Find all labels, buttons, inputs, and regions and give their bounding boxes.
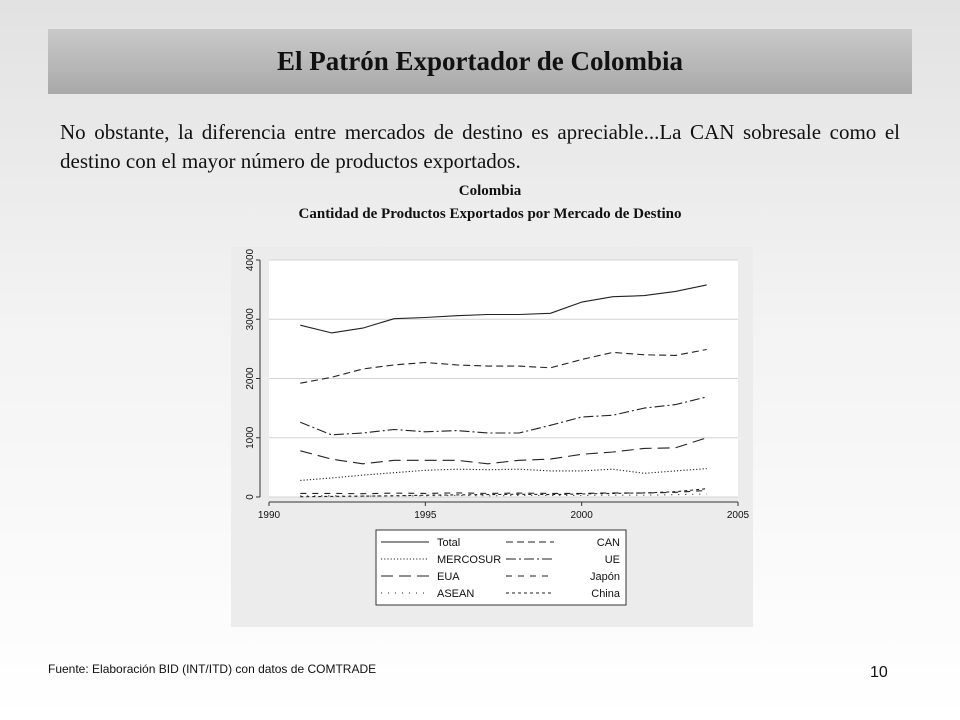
slide-title-bar: El Patrón Exportador de Colombia bbox=[48, 29, 912, 94]
x-tick-label: 2005 bbox=[727, 510, 750, 521]
series-line-2 bbox=[300, 468, 707, 481]
slide-title: El Patrón Exportador de Colombia bbox=[276, 46, 683, 76]
y-tick-label: 2000 bbox=[245, 367, 256, 390]
legend-label-7: China bbox=[591, 588, 621, 600]
series-line-0 bbox=[300, 284, 707, 334]
legend-label-0: Total bbox=[437, 537, 460, 549]
line-chart: 0 1000 2000 3000 4000 1990 1995 2000 2005 Total CA… bbox=[245, 248, 750, 606]
source-note: Fuente: Elaboración BID (INT/ITD) con da… bbox=[48, 662, 377, 676]
legend-label-1: CAN bbox=[597, 537, 620, 549]
series-line-3 bbox=[300, 396, 707, 436]
chart-legend bbox=[375, 529, 627, 606]
series-line-6 bbox=[300, 493, 707, 497]
page-number: 10 bbox=[870, 664, 888, 681]
y-tick-label: 3000 bbox=[245, 308, 256, 331]
chart-subtitle: Cantidad de Productos Exportados por Mer… bbox=[298, 206, 682, 222]
legend-label-5: Japón bbox=[590, 571, 620, 583]
legend-label-4: EUA bbox=[437, 571, 460, 583]
y-tick-label: 0 bbox=[245, 494, 256, 500]
x-tick-label: 2000 bbox=[571, 510, 594, 521]
y-tick-label: 4000 bbox=[245, 248, 256, 271]
legend-label-2: MERCOSUR bbox=[437, 554, 501, 566]
slide-body-text: No obstante, la diferencia entre mercado… bbox=[60, 120, 900, 173]
x-tick-label: 1995 bbox=[414, 510, 437, 521]
chart-panel: 0 1000 2000 3000 4000 1990 1995 2000 2005 Total CA… bbox=[231, 247, 753, 627]
chart-heading: Colombia Cantidad de Productos Exportado… bbox=[190, 180, 790, 226]
legend-label-3: UE bbox=[605, 554, 620, 566]
x-tick-label: 1990 bbox=[258, 510, 281, 521]
series-line-4 bbox=[300, 437, 707, 465]
series-line-7 bbox=[300, 488, 707, 498]
y-tick-label: 1000 bbox=[245, 426, 256, 449]
legend-label-6: ASEAN bbox=[437, 588, 474, 600]
chart-title: Colombia bbox=[458, 183, 522, 199]
series-line-1 bbox=[300, 348, 707, 384]
